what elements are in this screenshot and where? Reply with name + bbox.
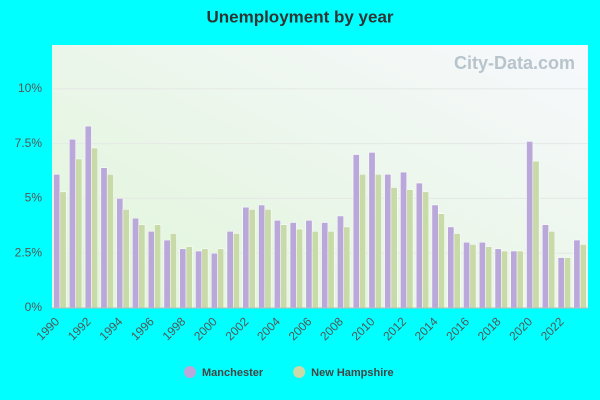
- bar: [132, 217, 139, 309]
- bar: [463, 242, 471, 309]
- bar: [264, 209, 272, 309]
- bar: [327, 231, 335, 309]
- bar: [343, 226, 351, 309]
- bar: [374, 174, 382, 309]
- bar: [501, 250, 508, 309]
- bar: [400, 171, 407, 309]
- x-tick-label: 2004: [254, 314, 283, 343]
- x-tick-label: 2010: [349, 314, 378, 343]
- bar: [469, 244, 477, 309]
- bar: [510, 250, 518, 309]
- bar: [516, 250, 524, 309]
- x-tick-label: 2012: [380, 314, 409, 343]
- bar: [116, 198, 124, 309]
- bar: [447, 226, 455, 309]
- x-tick-label: 2016: [443, 314, 472, 343]
- bar: [69, 138, 76, 309]
- bar: [422, 191, 430, 309]
- bar: [532, 160, 540, 309]
- bar: [579, 244, 587, 309]
- legend-swatch: [293, 366, 306, 378]
- legend-swatch: [184, 366, 196, 378]
- legend-label: Manchester: [202, 367, 264, 379]
- bar: [274, 220, 281, 309]
- x-tick-label: 1990: [33, 314, 62, 343]
- bar: [384, 174, 392, 309]
- bar: [368, 152, 376, 309]
- bar: [548, 231, 556, 309]
- x-tick-label: 1994: [97, 314, 126, 343]
- bar: [542, 224, 549, 309]
- y-tick-label: 5%: [25, 191, 43, 205]
- bar: [390, 187, 398, 309]
- bar: [210, 252, 218, 309]
- y-tick-label: 2.5%: [15, 245, 43, 259]
- bar: [185, 246, 193, 309]
- bar: [242, 206, 250, 309]
- y-tick-label: 7.5%: [15, 136, 43, 150]
- bar: [352, 154, 360, 309]
- chart-title: Unemployment by year: [206, 7, 393, 26]
- x-tick-label: 1996: [128, 314, 157, 343]
- bar: [201, 248, 209, 309]
- bar: [296, 228, 303, 309]
- bar: [359, 174, 366, 309]
- legend-label: New Hampshire: [311, 367, 394, 379]
- bar: [321, 222, 329, 309]
- bar: [453, 233, 461, 309]
- bar: [485, 246, 493, 309]
- x-tick-label: 2006: [286, 314, 315, 343]
- bar: [154, 224, 162, 309]
- bar: [226, 231, 234, 309]
- bar: [248, 209, 256, 309]
- bar: [311, 231, 319, 309]
- bar: [75, 158, 83, 309]
- x-tick-label: 1998: [160, 314, 189, 343]
- x-tick-label: 2008: [317, 314, 346, 343]
- bar: [106, 174, 114, 309]
- bar: [84, 125, 92, 309]
- bar: [415, 182, 423, 309]
- bar: [573, 239, 581, 309]
- bar: [233, 233, 240, 309]
- y-tick-label: 10%: [18, 81, 42, 95]
- bar: [258, 204, 266, 309]
- bar: [431, 204, 439, 309]
- bar: [564, 257, 571, 309]
- bar: [179, 248, 187, 309]
- bar: [217, 248, 225, 309]
- x-tick-label: 2002: [223, 314, 252, 343]
- bar: [337, 215, 344, 309]
- bar: [169, 233, 177, 309]
- bar: [122, 209, 130, 309]
- bar: [478, 242, 486, 309]
- bar: [91, 147, 98, 309]
- bar: [305, 220, 313, 309]
- bar: [138, 224, 146, 309]
- bar: [437, 213, 445, 309]
- bar: [53, 174, 61, 309]
- bar: [406, 189, 414, 309]
- bar: [557, 257, 565, 309]
- bar: [289, 222, 297, 309]
- bar: [494, 248, 502, 309]
- x-tick-label: 2014: [412, 314, 441, 343]
- watermark: City-Data.com: [454, 53, 575, 73]
- bar: [280, 224, 288, 309]
- bar: [526, 141, 534, 309]
- bar: [147, 231, 155, 309]
- x-tick-label: 2022: [538, 314, 567, 343]
- x-tick-label: 2018: [475, 314, 504, 343]
- x-tick-label: 1992: [65, 314, 94, 343]
- bar: [163, 239, 171, 309]
- bar: [195, 250, 203, 309]
- bar: [100, 167, 108, 309]
- x-tick-label: 2000: [191, 314, 220, 343]
- y-tick-label: 0%: [25, 300, 43, 314]
- bar: [59, 191, 67, 309]
- x-tick-label: 2020: [506, 314, 535, 343]
